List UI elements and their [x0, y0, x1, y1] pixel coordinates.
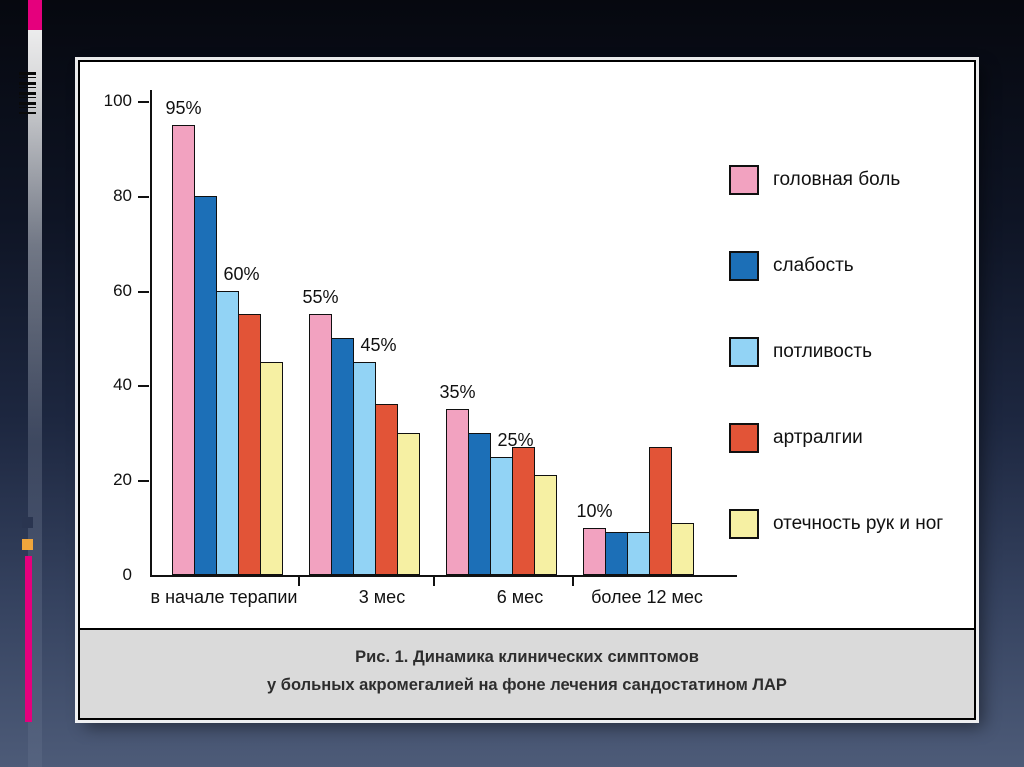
bar [353, 361, 376, 575]
bar [331, 338, 354, 575]
bar-value-label: 25% [497, 429, 534, 450]
navy-square-decoration [22, 517, 33, 528]
bar [627, 532, 650, 575]
bar [309, 314, 332, 575]
bar [468, 432, 491, 575]
bar [238, 314, 261, 575]
x-axis-category-label: в начале терапии [150, 587, 298, 607]
bar [649, 447, 672, 575]
y-axis-tick-label: 60 [113, 280, 132, 300]
y-axis-tick [138, 101, 149, 103]
bar [194, 195, 217, 575]
figure-panel: 100 80 60 40 20 0 95% 60% 55% 45% 35% 25% 10% в начал… [78, 60, 976, 720]
bar-value-label: 10% [576, 500, 613, 521]
bar [397, 432, 420, 575]
bar-value-label: 60% [223, 263, 260, 284]
y-axis-tick-label: 80 [113, 185, 132, 205]
x-axis-tick [298, 577, 300, 586]
bar [260, 361, 283, 575]
x-axis-line [150, 575, 737, 577]
bar-value-label: 55% [302, 287, 339, 308]
bar [216, 290, 239, 575]
bar [534, 475, 557, 575]
y-axis-tick-label: 40 [113, 375, 132, 395]
bar [490, 456, 513, 575]
y-axis-tick [138, 290, 149, 293]
y-axis-tick [138, 195, 149, 198]
figure-caption: Рис. 1. Динамика клинических симптомов у… [80, 628, 974, 718]
magenta-accent-top [28, 0, 42, 30]
chart-plot: 100 80 60 40 20 0 95% 60% 55% 45% 35% 25% 10% в начал… [80, 62, 974, 628]
figure-caption-line1: Рис. 1. Динамика клинических симптомов [355, 648, 699, 666]
figure-caption-line2: у больных акромегалией на фоне лечения с… [267, 676, 787, 695]
magenta-strip-decoration [25, 556, 32, 722]
x-axis-category-label: 3 мес [358, 587, 406, 607]
x-axis-category-label: более 12 мес [591, 587, 703, 607]
bar [671, 522, 694, 575]
y-axis-tick-label: 20 [113, 470, 132, 490]
bar-value-label: 35% [439, 382, 476, 403]
x-axis-tick [433, 577, 435, 586]
bar-value-label: 95% [165, 97, 202, 118]
bar [605, 532, 628, 575]
bar [583, 527, 606, 575]
y-axis-tick-label: 100 [103, 91, 132, 110]
y-axis-tick [138, 385, 149, 388]
bar [172, 124, 195, 575]
bar [512, 447, 535, 575]
barcode-decoration [19, 72, 36, 114]
x-axis-tick [572, 577, 574, 586]
y-axis-tick [138, 480, 149, 483]
orange-square-decoration [22, 539, 33, 550]
bar [375, 404, 398, 575]
y-axis-line [150, 90, 152, 577]
y-axis-tick-label: 0 [122, 565, 132, 584]
x-axis-category-label: 6 мес [496, 587, 544, 607]
bar-value-label: 45% [360, 334, 397, 355]
bar [446, 409, 469, 575]
